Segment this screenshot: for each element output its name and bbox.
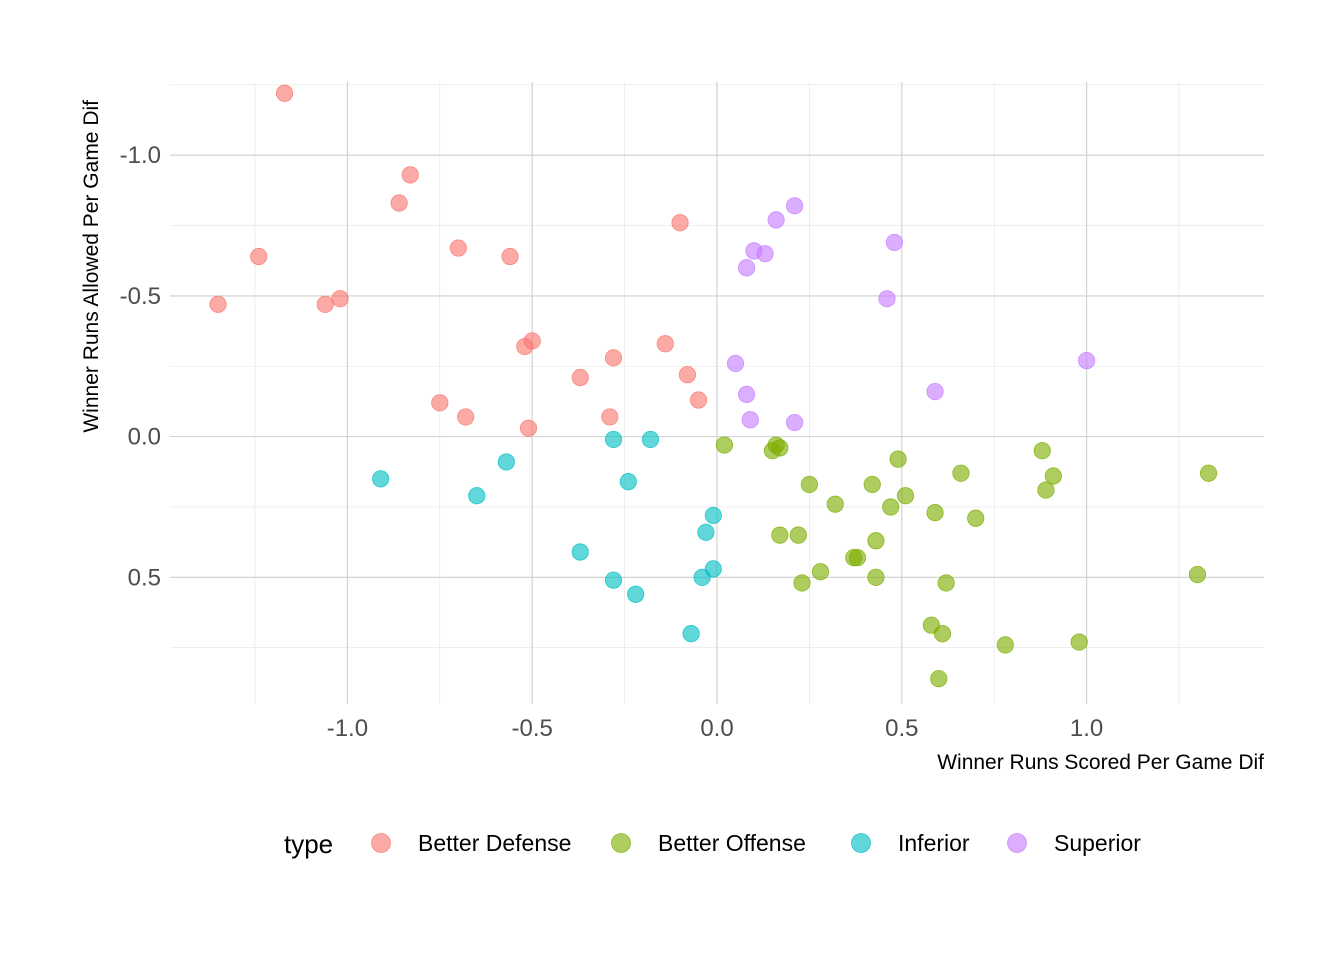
point-better-offense (848, 549, 867, 567)
point-superior (756, 245, 774, 263)
point-better-offense (1044, 467, 1062, 485)
point-better-defense (250, 247, 268, 266)
point-better-offense (889, 450, 907, 468)
point-better-defense (275, 84, 294, 102)
point-better-defense (671, 214, 689, 232)
point-inferior (497, 453, 515, 471)
legend: type Better Defense Better Offense Inferio… (284, 829, 1141, 859)
point-better-defense (457, 408, 475, 426)
y-axis-ticks: -1.0 -0.5 0.0 0.5 (120, 142, 161, 591)
point-better-defense (689, 391, 708, 409)
point-better-defense (331, 290, 349, 308)
point-superior (786, 413, 804, 432)
legend-label-superior: Superior (1054, 830, 1141, 856)
legend-key-inferior (851, 833, 871, 853)
point-better-offense (800, 475, 818, 494)
grid (170, 82, 1264, 704)
x-axis-title: Winner Runs Scored Per Game Dif (937, 751, 1264, 774)
y-tick-label: -1.0 (120, 142, 161, 169)
point-better-defense (501, 247, 519, 266)
legend-label-better-offense: Better Offense (658, 830, 806, 856)
point-better-offense (896, 487, 915, 505)
point-inferior (693, 568, 711, 586)
y-tick-label: 0.5 (128, 564, 161, 591)
point-superior (926, 382, 944, 401)
point-better-offense (867, 568, 885, 586)
point-better-defense (390, 194, 408, 212)
point-better-defense (431, 394, 449, 412)
point-inferior (619, 473, 637, 491)
legend-key-better-offense (611, 833, 631, 853)
point-better-offense (1188, 565, 1207, 584)
y-tick-label: -0.5 (120, 283, 161, 310)
point-better-offense (926, 504, 944, 522)
point-better-defense (601, 408, 619, 426)
point-superior (741, 411, 759, 429)
data-points (209, 84, 1218, 688)
point-superior (885, 233, 904, 252)
point-inferior (682, 625, 700, 643)
x-tick-label: -1.0 (327, 715, 368, 742)
x-tick-label: 1.0 (1070, 715, 1103, 742)
point-better-defense (571, 368, 589, 387)
point-better-offense (952, 464, 970, 482)
point-inferior (372, 470, 390, 488)
point-inferior (571, 543, 589, 561)
point-inferior (704, 506, 722, 525)
point-better-offense (933, 625, 952, 643)
point-superior (726, 354, 745, 373)
point-inferior (641, 430, 660, 449)
point-inferior (604, 571, 623, 589)
point-better-defense (449, 239, 467, 257)
legend-title: type (284, 829, 333, 859)
point-better-offense (789, 526, 807, 544)
legend-key-superior (1007, 833, 1027, 853)
point-better-offense (967, 509, 985, 527)
legend-key-better-defense (371, 833, 391, 853)
x-tick-label: -0.5 (512, 715, 553, 742)
point-better-offense (867, 532, 885, 550)
point-better-offense (771, 526, 789, 544)
point-better-offense (771, 439, 789, 457)
point-better-defense (656, 335, 674, 353)
point-better-offense (863, 475, 881, 494)
x-tick-label: 0.0 (700, 715, 733, 742)
point-better-offense (882, 498, 900, 516)
point-superior (767, 211, 785, 229)
point-better-defense (604, 349, 623, 367)
point-superior (737, 259, 756, 277)
point-better-offense (793, 574, 811, 592)
point-inferior (468, 487, 486, 505)
point-better-defense (523, 332, 541, 350)
point-better-offense (1033, 442, 1051, 460)
point-superior (878, 290, 896, 308)
point-superior (737, 385, 756, 404)
point-better-offense (811, 563, 830, 581)
point-better-offense (826, 495, 844, 513)
point-better-offense (1199, 464, 1218, 482)
point-inferior (627, 585, 645, 603)
x-tick-label: 0.5 (885, 715, 918, 742)
point-superior (1077, 352, 1096, 370)
point-better-offense (930, 670, 948, 688)
point-better-offense (715, 436, 733, 454)
point-better-offense (937, 574, 955, 592)
point-better-offense (996, 636, 1014, 654)
point-better-defense (401, 166, 419, 184)
y-axis-title: Winner Runs Allowed Per Game Dif (80, 100, 103, 433)
point-inferior (697, 523, 715, 541)
point-better-defense (678, 366, 697, 384)
point-better-offense (1037, 481, 1055, 499)
legend-label-inferior: Inferior (898, 830, 970, 856)
y-tick-label: 0.0 (128, 424, 161, 451)
point-inferior (604, 430, 623, 449)
point-superior (786, 197, 804, 215)
point-better-defense (316, 295, 334, 313)
point-better-defense (209, 295, 227, 313)
x-axis-ticks: -1.0 -0.5 0.0 0.5 1.0 (327, 715, 1104, 742)
point-better-offense (1070, 633, 1088, 651)
legend-label-better-defense: Better Defense (418, 830, 571, 856)
point-better-defense (519, 419, 538, 437)
